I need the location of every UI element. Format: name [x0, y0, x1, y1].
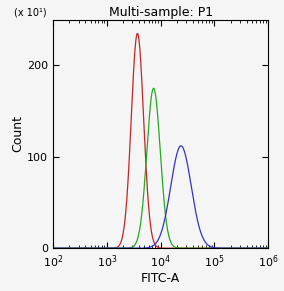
Text: (x 10¹): (x 10¹)	[14, 8, 47, 17]
X-axis label: FITC-A: FITC-A	[141, 272, 180, 285]
Title: Multi-sample: P1: Multi-sample: P1	[108, 6, 213, 19]
Y-axis label: Count: Count	[11, 116, 24, 152]
